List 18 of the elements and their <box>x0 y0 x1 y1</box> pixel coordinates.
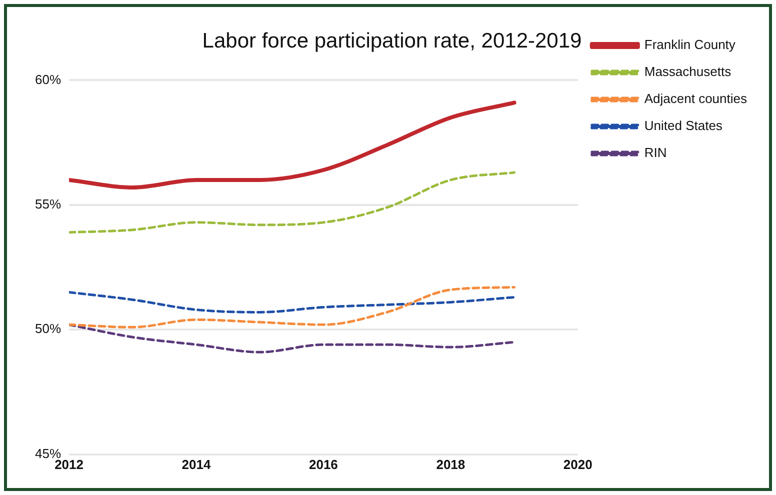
legend-label: United States <box>644 118 723 134</box>
legend-label: RIN <box>644 145 667 160</box>
x-tick-label: 2016 <box>308 456 338 472</box>
x-tick-label: 2014 <box>182 456 212 472</box>
line-series <box>69 171 516 234</box>
line-series <box>69 286 516 328</box>
line-series <box>69 100 516 190</box>
line-series <box>69 323 516 354</box>
y-tick-label: 60% <box>34 72 62 87</box>
legend-label: Massachusetts <box>644 64 732 80</box>
x-tick-label: 2018 <box>436 456 466 472</box>
legend-label: Adjacent counties <box>644 91 748 106</box>
y-tick-label: 55% <box>34 196 62 212</box>
legend-label: Franklin County <box>644 37 736 52</box>
chart-title: Labor force participation rate, 2012-2019 <box>202 29 582 52</box>
x-tick-label: 2020 <box>563 456 592 472</box>
y-tick-label: 50% <box>34 321 62 336</box>
line-series <box>69 290 516 314</box>
